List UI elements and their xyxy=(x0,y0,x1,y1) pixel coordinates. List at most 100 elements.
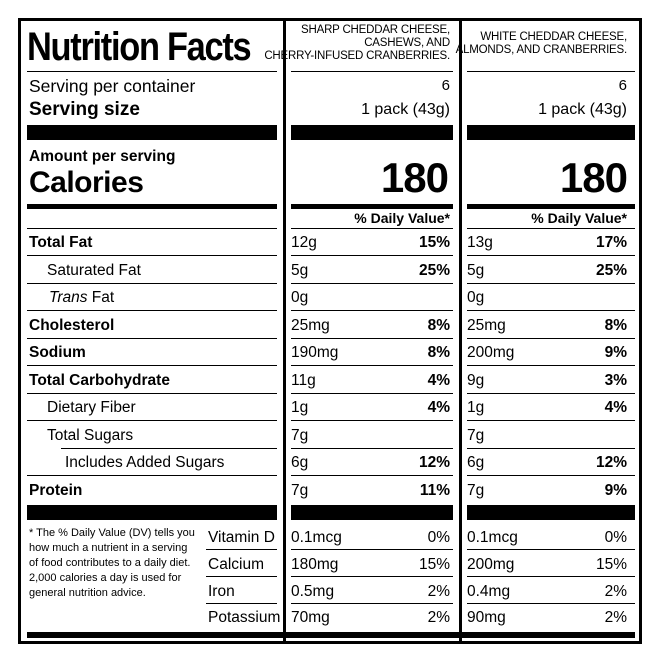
dietary-fiber-label: Dietary Fiber xyxy=(47,399,136,416)
row-rule xyxy=(27,393,277,394)
row-rule xyxy=(291,448,453,449)
protein-label: Protein xyxy=(29,482,83,499)
row-rule xyxy=(27,475,277,476)
p2-total-fat-amount: 13g xyxy=(467,234,493,251)
row-rule xyxy=(467,255,635,256)
p1-potassium-amount: 70mg xyxy=(291,609,330,626)
p1-calcium-amount: 180mg xyxy=(291,556,339,573)
row-rule xyxy=(467,338,635,339)
column-divider-1 xyxy=(283,21,286,641)
p2-vitamin-d-amount: 0.1mcg xyxy=(467,529,518,546)
p1-total-fat-dv: 15% xyxy=(418,234,450,251)
header-rule-left xyxy=(27,71,277,72)
added-sugars-label: Includes Added Sugars xyxy=(65,454,225,471)
product-1-dv-header: % Daily Value* xyxy=(354,210,450,226)
total-sugars-label: Total Sugars xyxy=(47,427,134,444)
p1-added-sugars-dv: 12% xyxy=(418,454,450,471)
header-rule-mid xyxy=(291,71,453,72)
p2-sodium-dv: 9% xyxy=(604,344,627,361)
calories-rule-right xyxy=(467,204,635,209)
calories-rule-left xyxy=(27,204,277,209)
p2-vitamin-d-dv: 0% xyxy=(604,529,627,546)
p2-total-carb-amount: 9g xyxy=(467,372,485,389)
row-rule xyxy=(467,283,635,284)
p2-added-sugars-dv: 12% xyxy=(595,454,627,471)
row-rule xyxy=(291,393,453,394)
row-rule xyxy=(467,475,635,476)
row-rule xyxy=(291,603,453,604)
trans-fat-label: Trans Fat xyxy=(49,289,114,307)
row-rule xyxy=(206,549,277,550)
dv-rule-left xyxy=(27,228,277,229)
p1-sodium-dv: 8% xyxy=(427,344,450,361)
amount-per-serving: Amount per serving xyxy=(29,148,176,165)
row-rule xyxy=(27,338,277,339)
p1-vitamin-d-amount: 0.1mcg xyxy=(291,529,342,546)
p2-total-fat-dv: 17% xyxy=(595,234,627,251)
row-rule xyxy=(291,365,453,366)
product-2-serving-size: 1 pack (43g) xyxy=(538,101,627,118)
product-2-name-line-1: WHITE CHEDDAR CHEESE, xyxy=(480,31,627,43)
sodium-label: Sodium xyxy=(29,344,86,361)
p2-dietary-fiber-amount: 1g xyxy=(467,399,485,416)
p1-total-fat-amount: 12g xyxy=(291,234,317,251)
calories-label: Calories xyxy=(29,166,144,199)
row-rule xyxy=(291,310,453,311)
row-rule xyxy=(291,420,453,421)
thick-bar-left-2 xyxy=(27,505,277,520)
row-rule xyxy=(467,393,635,394)
p2-dietary-fiber-dv: 4% xyxy=(604,399,627,416)
potassium-label: Potassium xyxy=(208,609,281,626)
p2-cholesterol-dv: 8% xyxy=(604,317,627,334)
nutrition-label: Nutrition Facts SHARP CHEDDAR CHEESE, CA… xyxy=(18,18,642,644)
p1-calcium-dv: 15% xyxy=(418,556,450,573)
p2-potassium-amount: 90mg xyxy=(467,609,506,626)
row-rule xyxy=(467,448,635,449)
product-1-name: SHARP CHEDDAR CHEESE, CASHEWS, AND CHERR… xyxy=(264,24,450,63)
p1-cholesterol-amount: 25mg xyxy=(291,317,330,334)
p1-saturated-fat-amount: 5g xyxy=(291,262,309,279)
p1-iron-amount: 0.5mg xyxy=(291,583,335,600)
vitamin-d-label: Vitamin D xyxy=(208,529,275,546)
product-2-name: WHITE CHEDDAR CHEESE, ALMONDS, AND CRANB… xyxy=(455,31,628,57)
product-2-dv-header: % Daily Value* xyxy=(531,210,627,226)
thick-bar-right-1 xyxy=(467,125,635,140)
thick-bar-mid-2 xyxy=(291,505,453,520)
p2-sodium-amount: 200mg xyxy=(467,344,515,361)
dv-rule-right xyxy=(467,228,635,229)
iron-label: Iron xyxy=(208,583,235,600)
p2-protein-dv: 9% xyxy=(604,482,627,499)
row-rule xyxy=(467,365,635,366)
calcium-label: Calcium xyxy=(208,556,264,573)
row-rule xyxy=(467,310,635,311)
p1-added-sugars-amount: 6g xyxy=(291,454,309,471)
thick-bar-mid-1 xyxy=(291,125,453,140)
product-1-servings: 6 xyxy=(441,77,450,94)
bottom-bar xyxy=(27,632,635,638)
product-2-servings: 6 xyxy=(618,77,627,94)
row-rule xyxy=(27,310,277,311)
p1-dietary-fiber-amount: 1g xyxy=(291,399,309,416)
product-2-calories: 180 xyxy=(559,154,628,201)
header-rule-right xyxy=(467,71,635,72)
calories-rule-mid xyxy=(291,204,453,209)
product-2-name-line-2: ALMONDS, AND CRANBERRIES. xyxy=(455,44,628,56)
row-rule xyxy=(291,338,453,339)
p2-total-sugars-amount: 7g xyxy=(467,427,485,444)
serving-size-label: Serving size xyxy=(29,99,140,120)
dv-rule-mid xyxy=(291,228,453,229)
product-1-name-line-2: CASHEWS, AND xyxy=(364,37,450,49)
p2-protein-amount: 7g xyxy=(467,482,485,499)
thick-bar-right-2 xyxy=(467,505,635,520)
saturated-fat-label: Saturated Fat xyxy=(47,262,141,279)
p1-vitamin-d-dv: 0% xyxy=(427,529,450,546)
row-rule xyxy=(467,549,635,550)
p1-dietary-fiber-dv: 4% xyxy=(427,399,450,416)
cholesterol-label: Cholesterol xyxy=(29,317,115,334)
p2-added-sugars-amount: 6g xyxy=(467,454,485,471)
thick-bar-left-1 xyxy=(27,125,277,140)
total-carb-label: Total Carbohydrate xyxy=(29,372,170,389)
p2-calcium-amount: 200mg xyxy=(467,556,515,573)
row-rule xyxy=(27,365,277,366)
row-rule xyxy=(467,603,635,604)
